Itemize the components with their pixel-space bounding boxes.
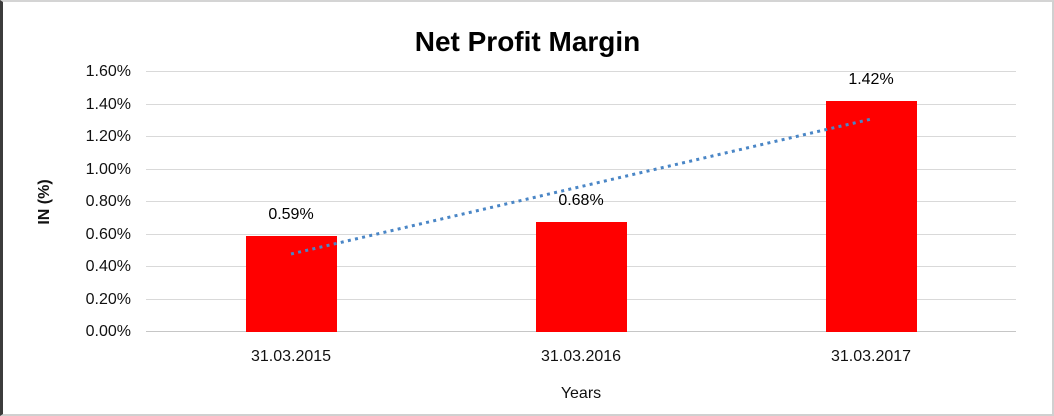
y-tick-label: 0.40%	[85, 258, 131, 275]
x-axis-title: Years	[560, 385, 602, 402]
y-tick-label: 1.60%	[85, 63, 131, 80]
bar	[245, 236, 337, 332]
x-tick-label: 31.03.2015	[250, 348, 332, 365]
data-label: 0.59%	[268, 206, 314, 224]
bar	[825, 101, 917, 332]
x-tick-label: 31.03.2017	[830, 348, 912, 365]
gridline	[146, 71, 1016, 72]
gridline	[146, 103, 1016, 105]
y-tick-label: 0.20%	[85, 290, 131, 308]
y-tick-label: 1.00%	[85, 160, 131, 178]
bar	[535, 221, 627, 332]
x-tick-label: 31.03.2016	[540, 348, 622, 365]
y-tick-label: 0.80%	[85, 193, 131, 210]
data-label: 1.42%	[848, 71, 894, 89]
y-tick-label: 0.60%	[85, 225, 131, 243]
y-tick-label: 1.40%	[85, 95, 131, 113]
y-axis-title: IN (%)	[36, 179, 53, 225]
chart-title: Net Profit Margin	[414, 26, 641, 57]
data-label: 0.68%	[558, 191, 604, 209]
y-tick-label: 1.20%	[85, 128, 131, 145]
y-tick-label: 0.00%	[85, 323, 131, 340]
